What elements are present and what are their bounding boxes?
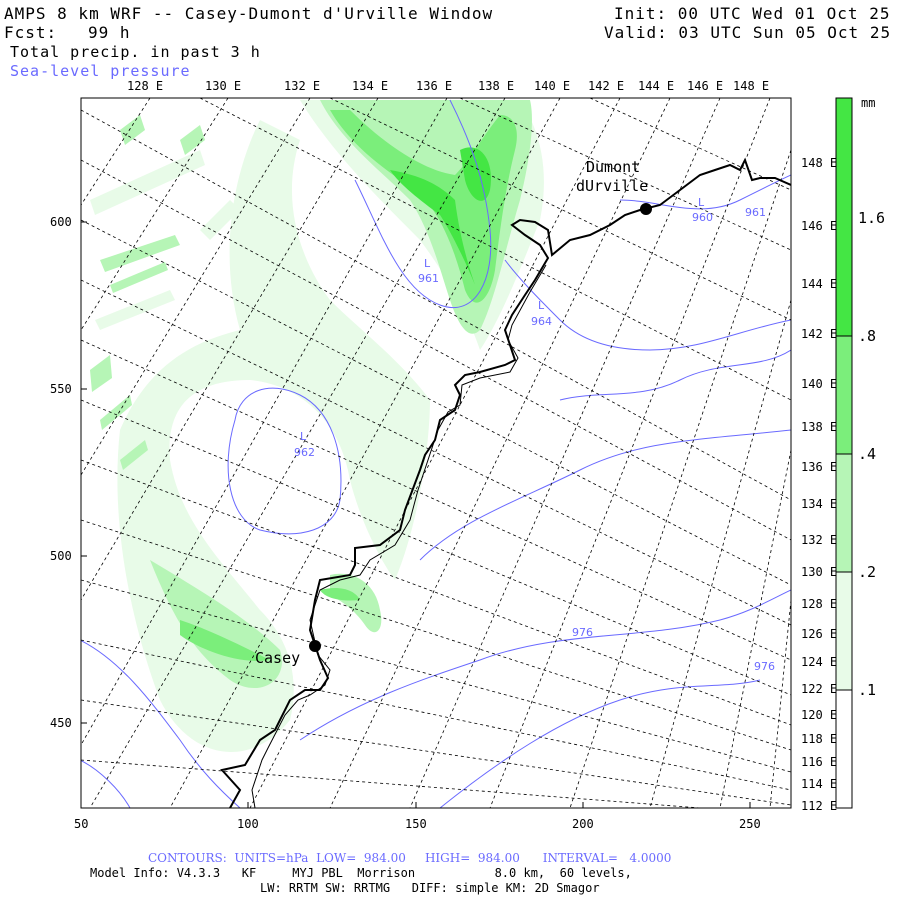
coastline-inner bbox=[251, 264, 547, 808]
lon-label: 140 E bbox=[534, 79, 570, 93]
colorbar-level: .4 bbox=[858, 445, 876, 463]
isobars bbox=[81, 99, 791, 808]
y-axis-labels: 600 550 500 450 bbox=[50, 215, 72, 730]
valid-time: Valid: 03 UTC Sun 05 Oct 25 bbox=[604, 23, 892, 42]
station-casey-label: Casey bbox=[255, 649, 300, 667]
low-marker: L bbox=[698, 196, 705, 209]
isobar-label: 961 bbox=[418, 272, 439, 285]
lon-label: 134 E bbox=[801, 497, 837, 511]
lon-label: 128 E bbox=[801, 597, 837, 611]
colorbar-bin bbox=[835, 453, 853, 573]
x-tick-label: 150 bbox=[405, 817, 427, 831]
lon-label: 132 E bbox=[801, 533, 837, 547]
lon-label: 144 E bbox=[801, 277, 837, 291]
lon-label: 126 E bbox=[801, 627, 837, 641]
plot-frame bbox=[80, 97, 792, 809]
station-dumont-marker bbox=[640, 203, 652, 215]
lon-label: 144 E bbox=[638, 79, 674, 93]
lon-label: 112 E bbox=[801, 799, 837, 813]
right-longitude-labels: 148 E 146 E 144 E 142 E 140 E 138 E 136 … bbox=[801, 156, 837, 813]
colorbar-level: .2 bbox=[858, 563, 876, 581]
lon-label: 148 E bbox=[733, 79, 769, 93]
field-slp-label: Sea-level pressure bbox=[10, 62, 191, 80]
forecast-label: Fcst: bbox=[4, 23, 58, 42]
lon-label: 138 E bbox=[478, 79, 514, 93]
lon-label: 142 E bbox=[801, 327, 837, 341]
forecast-hour: 99 h bbox=[88, 23, 131, 42]
x-tick-label: 200 bbox=[572, 817, 594, 831]
isobar-label: 960 bbox=[692, 211, 713, 224]
x-tick-label: 100 bbox=[237, 817, 259, 831]
lon-label: 114 E bbox=[801, 777, 837, 791]
colorbar-bin bbox=[835, 689, 853, 809]
lon-label: 136 E bbox=[416, 79, 452, 93]
lon-label: 124 E bbox=[801, 655, 837, 669]
station-casey-marker bbox=[309, 640, 321, 652]
colorbar-bin bbox=[835, 97, 853, 337]
station-dumont-label-1: Dumont bbox=[586, 158, 640, 176]
lat-lon-grid bbox=[81, 98, 791, 808]
station-dumont-label-2: dUrville bbox=[576, 177, 648, 195]
axis-ticks bbox=[80, 221, 751, 808]
colorbar-bin bbox=[835, 571, 853, 691]
lon-label: 128 E bbox=[127, 79, 163, 93]
top-longitude-labels: 128 E 130 E 132 E 134 E 136 E 138 E 140 … bbox=[127, 79, 769, 93]
y-tick-label: 500 bbox=[50, 549, 72, 563]
lon-label: 132 E bbox=[284, 79, 320, 93]
lon-label: 142 E bbox=[588, 79, 624, 93]
x-tick-label: 50 bbox=[74, 817, 88, 831]
lon-label: 130 E bbox=[205, 79, 241, 93]
lon-label: 134 E bbox=[352, 79, 388, 93]
isobar-label: 961 bbox=[745, 206, 766, 219]
colorbar-unit: mm bbox=[861, 96, 875, 110]
lon-label: 116 E bbox=[801, 755, 837, 769]
lon-label: 140 E bbox=[801, 377, 837, 391]
contour-info: CONTOURS: UNITS=hPa LOW= 984.00 HIGH= 98… bbox=[148, 851, 672, 865]
colorbar-bin bbox=[835, 335, 853, 455]
colorbar-level: .1 bbox=[858, 681, 876, 699]
lon-label: 146 E bbox=[687, 79, 723, 93]
lon-label: 136 E bbox=[801, 460, 837, 474]
lon-label: 146 E bbox=[801, 219, 837, 233]
x-axis-labels: 50 100 150 200 250 bbox=[74, 817, 761, 831]
y-tick-label: 550 bbox=[50, 382, 72, 396]
low-marker: L bbox=[300, 430, 307, 443]
lon-label: 118 E bbox=[801, 732, 837, 746]
lon-label: 130 E bbox=[801, 565, 837, 579]
colorbar-level: .8 bbox=[858, 327, 876, 345]
lon-label: 148 E bbox=[801, 156, 837, 170]
x-tick-label: 250 bbox=[739, 817, 761, 831]
isobar-label: 976 bbox=[572, 626, 593, 639]
init-time: Init: 00 UTC Wed 01 Oct 25 bbox=[614, 4, 891, 23]
colorbar-level: 1.6 bbox=[858, 209, 885, 227]
isobar-label: 962 bbox=[294, 446, 315, 459]
lon-label: 122 E bbox=[801, 682, 837, 696]
y-tick-label: 450 bbox=[50, 716, 72, 730]
lon-label: 138 E bbox=[801, 420, 837, 434]
isobar-label: 976 bbox=[754, 660, 775, 673]
low-marker: L bbox=[538, 299, 545, 312]
model-info: Model Info: V4.3.3 KF MYJ PBL Morrison 8… bbox=[90, 866, 632, 880]
isobar-label: 964 bbox=[531, 315, 552, 328]
physics-info: LW: RRTM SW: RRTMG DIFF: simple KM: 2D S… bbox=[260, 881, 600, 895]
low-marker: L bbox=[424, 257, 431, 270]
field-precip-label: Total precip. in past 3 h bbox=[10, 43, 261, 61]
colorbar: mm .1 .2 .4 .8 1.6 bbox=[835, 96, 885, 809]
plot-title: AMPS 8 km WRF -- Casey-Dumont d'Urville … bbox=[4, 4, 494, 23]
precip-shading bbox=[90, 100, 544, 753]
lon-label: 120 E bbox=[801, 708, 837, 722]
y-tick-label: 600 bbox=[50, 215, 72, 229]
coastline bbox=[220, 157, 791, 808]
